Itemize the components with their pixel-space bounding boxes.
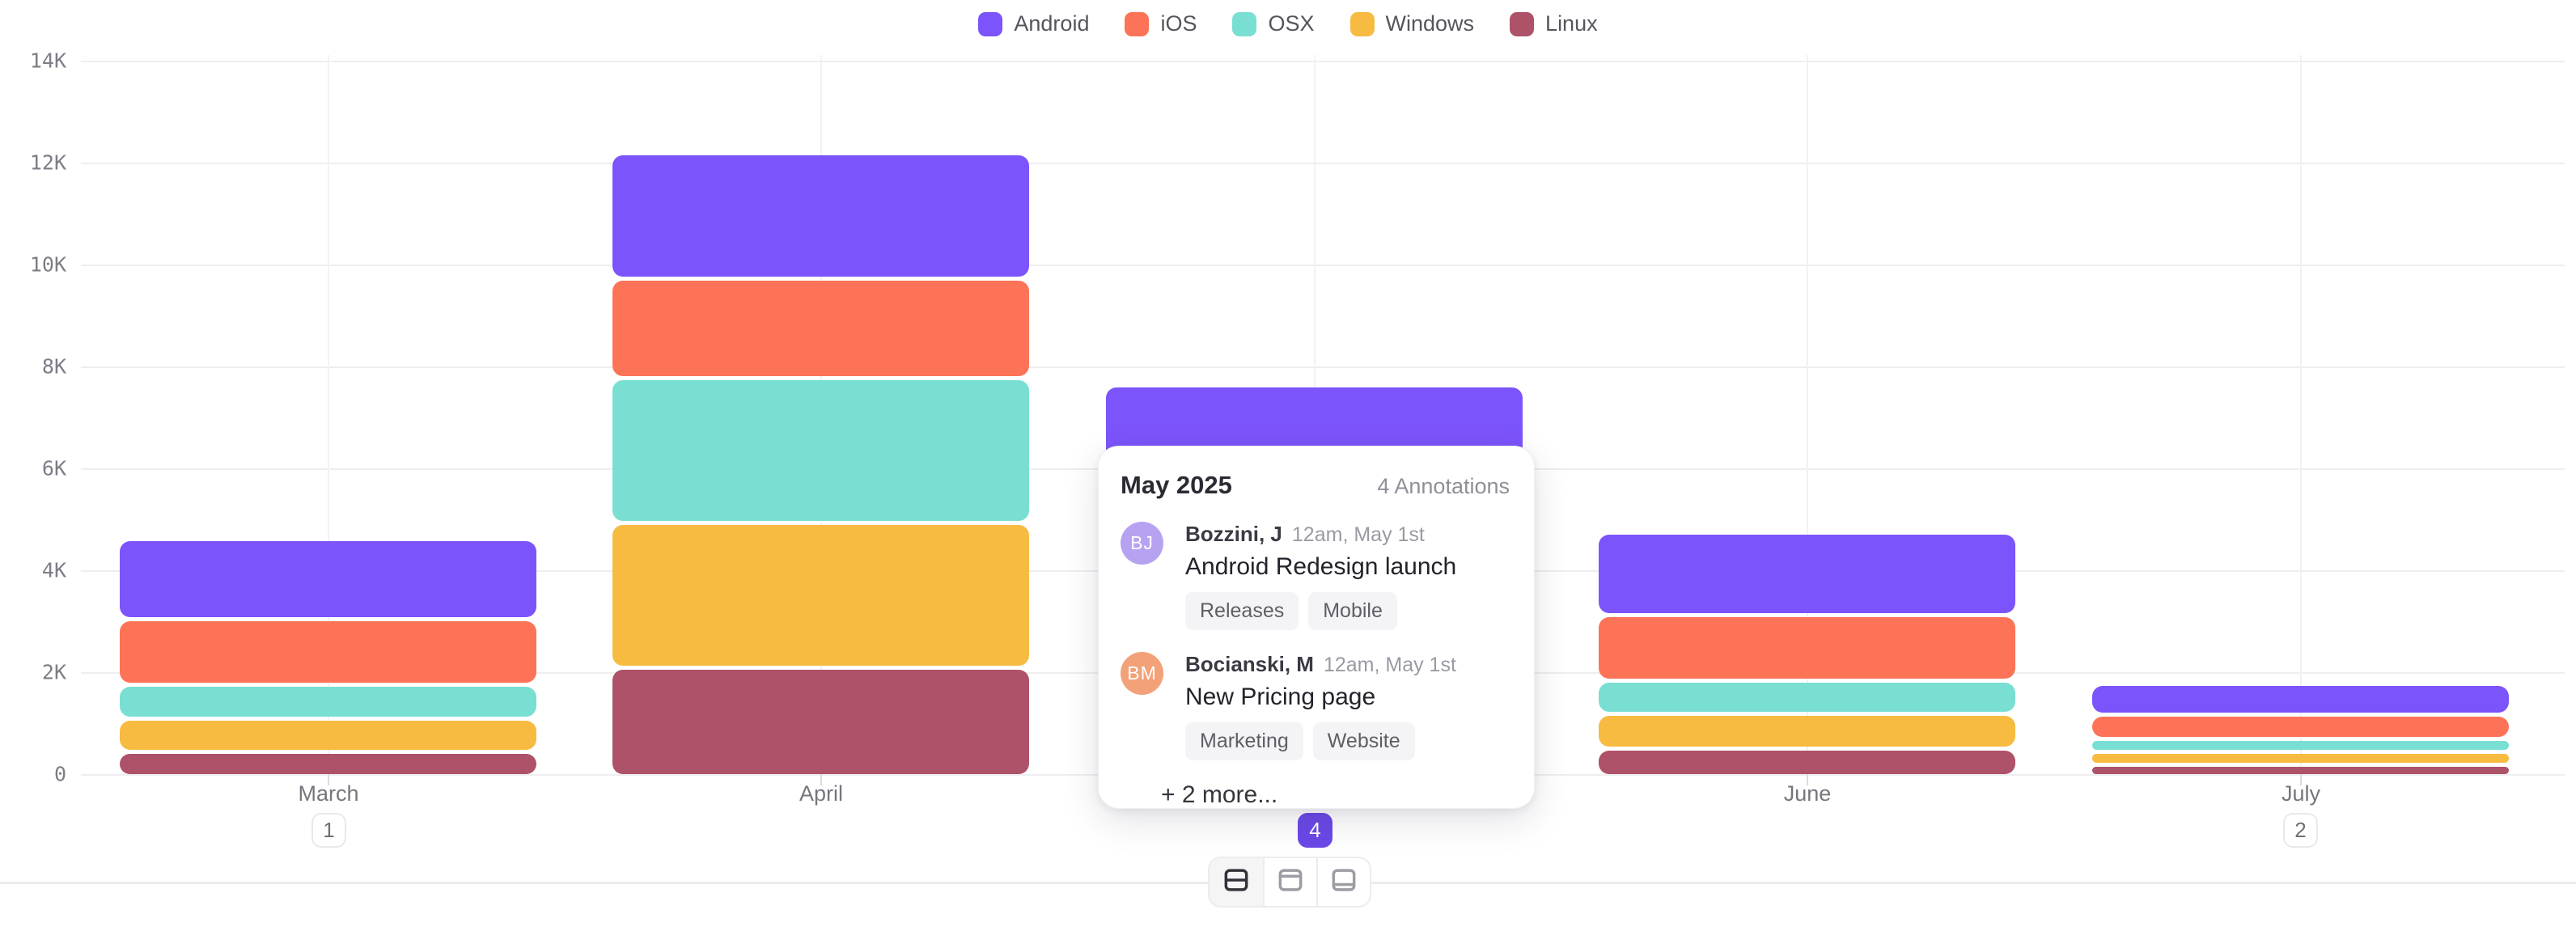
y-axis-tick: 10K bbox=[29, 252, 66, 277]
legend-item-ios[interactable]: iOS bbox=[1125, 11, 1197, 36]
tooltip-title: May 2025 bbox=[1121, 471, 1232, 499]
legend-label: Android bbox=[1014, 11, 1090, 36]
annotation-text: New Pricing page bbox=[1185, 683, 1376, 710]
layout-split-icon bbox=[1221, 865, 1252, 899]
show-more-annotations-link[interactable]: + 2 more... bbox=[1161, 781, 1278, 808]
bar-segment-osx[interactable] bbox=[1598, 683, 2015, 713]
annotation-time: 12am, May 1st bbox=[1291, 523, 1425, 546]
x-tick-july bbox=[2300, 774, 2302, 785]
annotation-text: Android Redesign launch bbox=[1185, 553, 1457, 580]
bar-segment-android[interactable] bbox=[612, 155, 1029, 277]
annotation-body: Bocianski, M 12am, May 1st New Pricing p… bbox=[1185, 652, 1510, 760]
annotation-tags: Releases Mobile bbox=[1185, 592, 1510, 630]
annotation-badge-march[interactable]: 1 bbox=[311, 813, 346, 848]
x-label-march: March bbox=[298, 781, 359, 806]
bar-march[interactable] bbox=[119, 540, 536, 774]
ios-swatch-icon bbox=[1125, 11, 1150, 36]
x-label-july: July bbox=[2281, 781, 2320, 806]
bar-segment-windows[interactable] bbox=[1598, 716, 2015, 747]
layout-option-top-panel[interactable] bbox=[1263, 858, 1316, 906]
legend-item-android[interactable]: Android bbox=[978, 11, 1089, 36]
gridline-14k bbox=[81, 61, 2565, 62]
bar-segment-linux[interactable] bbox=[2091, 766, 2509, 774]
y-axis-tick: 0 bbox=[53, 762, 66, 786]
bar-segment-ios[interactable] bbox=[1598, 617, 2015, 679]
gridline-10k bbox=[81, 265, 2565, 266]
chart-legend: Android iOS OSX Windows Linux bbox=[0, 11, 2576, 36]
legend-label: Linux bbox=[1545, 11, 1598, 36]
avatar: BM bbox=[1121, 652, 1163, 695]
tooltip-annotations-count: 4 Annotations bbox=[1377, 474, 1510, 498]
bar-segment-osx[interactable] bbox=[2091, 740, 2509, 750]
bar-segment-windows[interactable] bbox=[119, 720, 536, 750]
x-tick-april bbox=[820, 774, 822, 785]
bar-segment-ios[interactable] bbox=[612, 281, 1029, 377]
linux-swatch-icon bbox=[1510, 11, 1535, 36]
android-swatch-icon bbox=[978, 11, 1003, 36]
x-label-june: June bbox=[1783, 781, 1832, 806]
gridline-12k bbox=[81, 163, 2565, 164]
tag-chip: Website bbox=[1312, 722, 1415, 760]
annotation-item: BJ Bozzini, J 12am, May 1st Android Rede… bbox=[1121, 522, 1510, 630]
bar-segment-windows[interactable] bbox=[2091, 753, 2509, 763]
bar-segment-linux[interactable] bbox=[119, 753, 536, 774]
layout-top-panel-icon bbox=[1275, 865, 1306, 899]
gridline-8k bbox=[81, 366, 2565, 368]
y-axis-tick: 12K bbox=[29, 150, 66, 175]
annotation-author: Bocianski, M bbox=[1185, 652, 1314, 676]
y-axis-tick: 8K bbox=[41, 354, 66, 379]
bar-segment-android[interactable] bbox=[119, 540, 536, 618]
layout-option-split[interactable] bbox=[1210, 858, 1263, 906]
bar-july[interactable] bbox=[2091, 686, 2509, 774]
tag-chip: Releases bbox=[1185, 592, 1299, 630]
annotation-badge-july[interactable]: 2 bbox=[2283, 813, 2318, 848]
bar-segment-linux[interactable] bbox=[1598, 751, 2015, 774]
y-axis-tick: 4K bbox=[41, 558, 66, 582]
y-axis-tick: 2K bbox=[41, 660, 66, 684]
legend-label: Windows bbox=[1385, 11, 1475, 36]
y-axis-tick: 6K bbox=[41, 456, 66, 480]
tooltip-header: May 2025 4 Annotations bbox=[1121, 471, 1510, 500]
annotations-tooltip: May 2025 4 Annotations BJ Bozzini, J 12a… bbox=[1098, 446, 1535, 809]
avatar: BJ bbox=[1121, 522, 1163, 565]
layout-switcher bbox=[1208, 857, 1371, 908]
y-axis-tick: 14K bbox=[29, 49, 66, 73]
gridline-march bbox=[328, 55, 329, 774]
legend-label: OSX bbox=[1268, 11, 1315, 36]
bar-segment-android[interactable] bbox=[1598, 535, 2015, 614]
bar-segment-osx[interactable] bbox=[612, 380, 1029, 521]
annotation-body: Bozzini, J 12am, May 1st Android Redesig… bbox=[1185, 522, 1510, 630]
windows-swatch-icon bbox=[1349, 11, 1375, 36]
bar-segment-windows[interactable] bbox=[612, 524, 1029, 666]
bar-april[interactable] bbox=[612, 155, 1029, 774]
legend-label: iOS bbox=[1160, 11, 1197, 36]
gridline-june bbox=[1807, 55, 1808, 774]
bar-segment-linux[interactable] bbox=[612, 669, 1029, 774]
layout-bottom-panel-icon bbox=[1328, 865, 1359, 899]
annotation-badge-may[interactable]: 4 bbox=[1298, 813, 1332, 848]
osx-swatch-icon bbox=[1232, 11, 1257, 36]
legend-item-linux[interactable]: Linux bbox=[1510, 11, 1598, 36]
annotation-item: BM Bocianski, M 12am, May 1st New Pricin… bbox=[1121, 652, 1510, 760]
annotation-time: 12am, May 1st bbox=[1323, 654, 1456, 676]
bar-segment-ios[interactable] bbox=[2091, 717, 2509, 737]
legend-item-osx[interactable]: OSX bbox=[1232, 11, 1315, 36]
layout-option-bottom-panel[interactable] bbox=[1316, 858, 1370, 906]
x-label-april: April bbox=[799, 781, 843, 806]
bar-june[interactable] bbox=[1598, 535, 2015, 774]
x-tick-june bbox=[1807, 774, 1808, 785]
x-tick-march bbox=[328, 774, 329, 785]
annotation-author: Bozzini, J bbox=[1185, 522, 1282, 546]
bar-segment-android[interactable] bbox=[2091, 686, 2509, 713]
bar-segment-osx[interactable] bbox=[119, 686, 536, 717]
tag-chip: Mobile bbox=[1308, 592, 1397, 630]
gridline-july bbox=[2300, 55, 2302, 774]
tag-chip: Marketing bbox=[1185, 722, 1303, 760]
bar-segment-ios[interactable] bbox=[119, 621, 536, 683]
legend-item-windows[interactable]: Windows bbox=[1349, 11, 1475, 36]
annotation-tags: Marketing Website bbox=[1185, 722, 1510, 760]
